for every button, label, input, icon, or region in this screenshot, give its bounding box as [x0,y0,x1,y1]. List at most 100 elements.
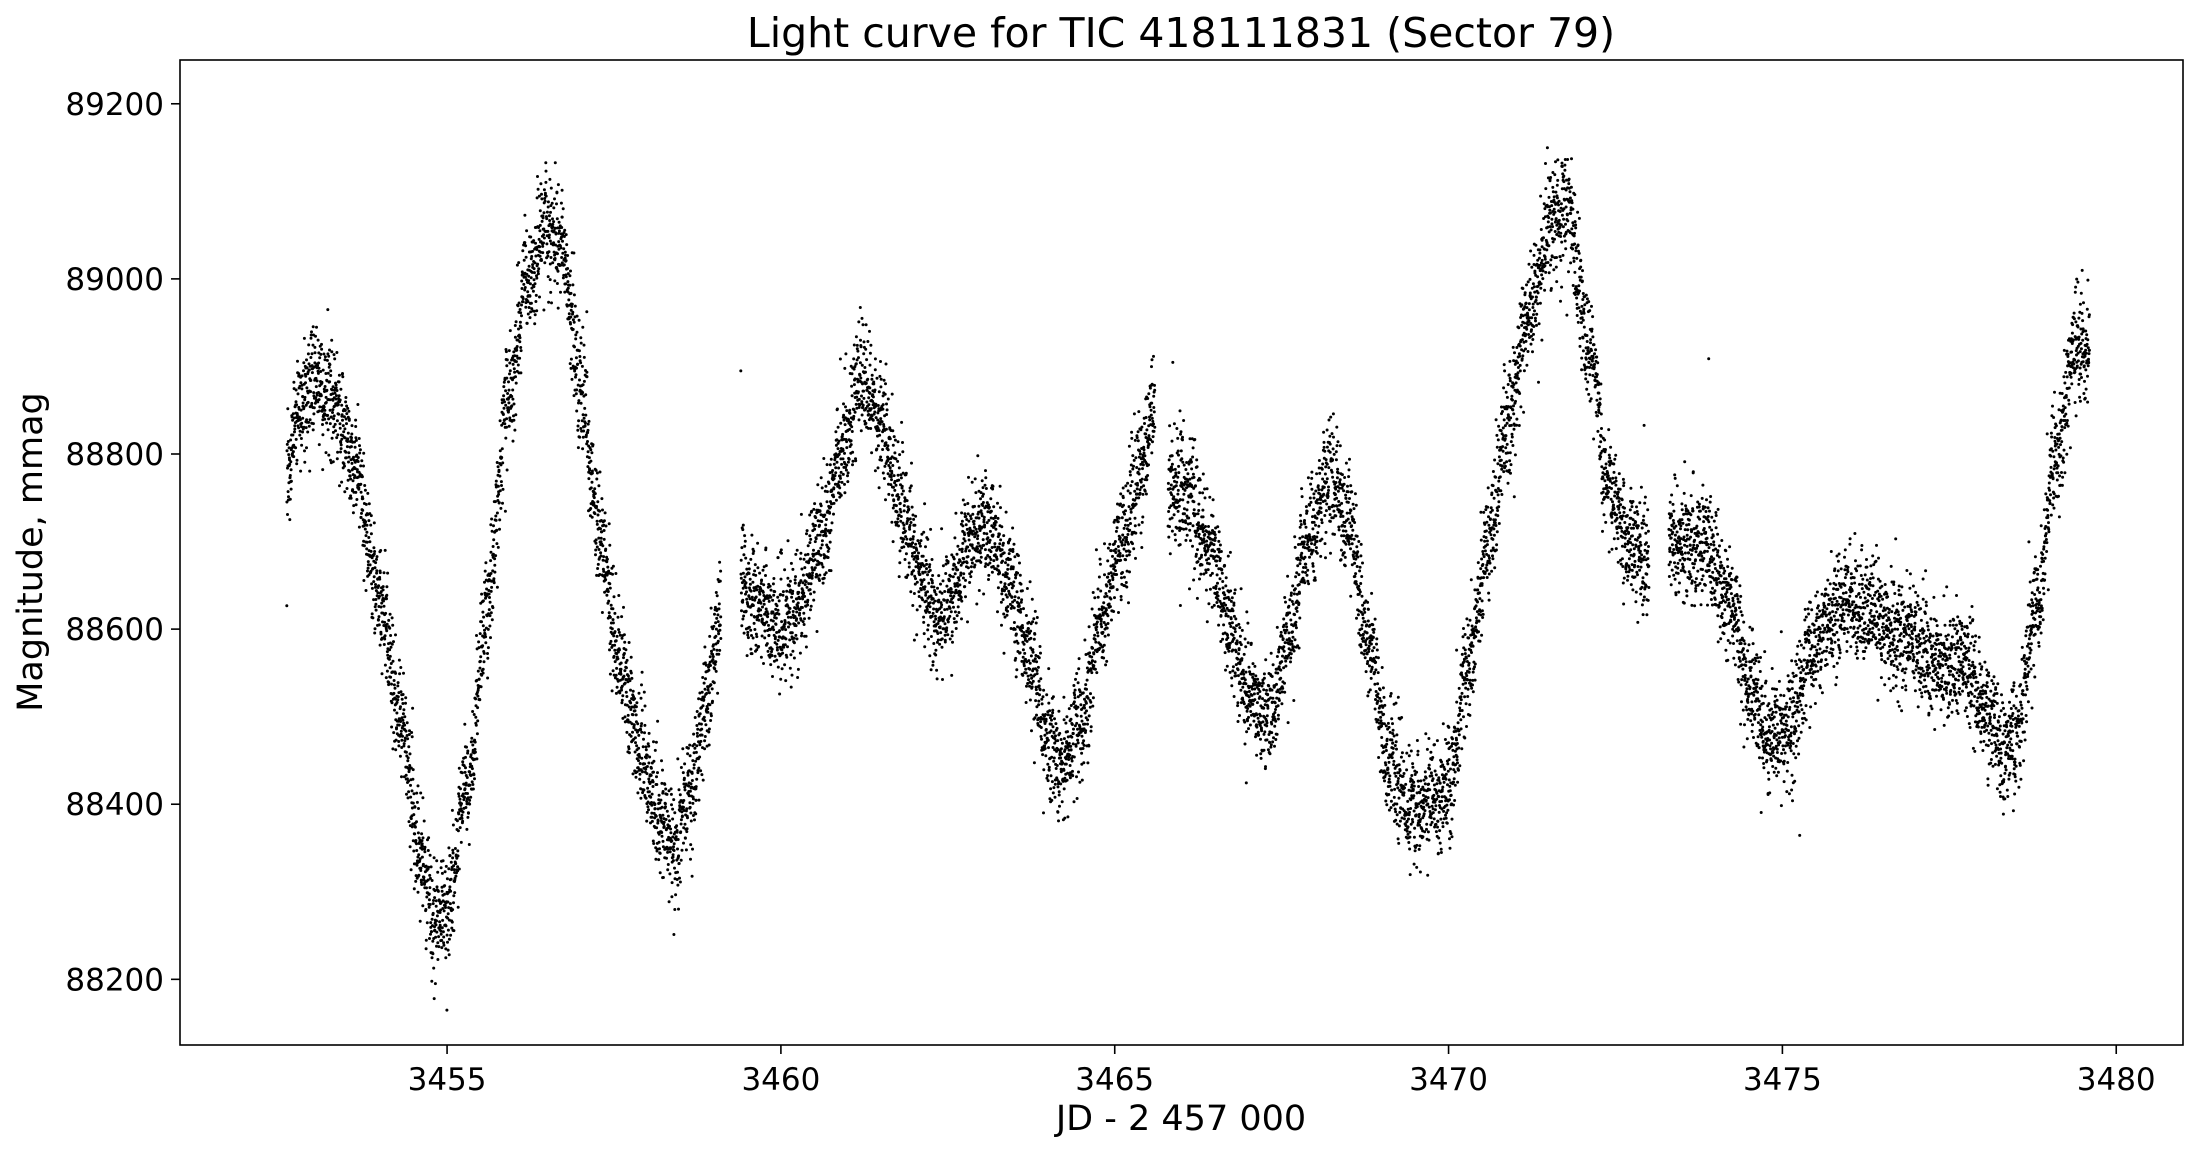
data-point [818,533,822,537]
data-point [328,348,331,352]
data-point [709,606,713,610]
data-point [979,509,983,513]
data-point [1024,614,1028,617]
data-point [608,582,612,586]
data-point [311,325,315,329]
data-point [349,445,353,449]
data-point [1047,667,1051,671]
data-point [962,557,966,561]
data-point [832,512,835,516]
data-point [949,574,953,578]
data-point [943,590,947,593]
data-point [815,630,819,633]
data-point [1056,810,1060,814]
data-point [909,590,913,594]
data-point [657,793,661,797]
data-point [958,548,962,551]
data-point [420,842,424,846]
data-point [846,480,850,484]
data-point [701,778,705,782]
data-point [317,409,321,413]
data-point [504,389,508,393]
data-point [658,801,662,805]
data-point [981,501,985,504]
data-point [637,691,641,695]
data-point [311,428,315,432]
data-point [368,540,372,544]
data-point [605,593,609,597]
data-point [655,783,659,786]
data-point [319,352,323,356]
data-point [767,599,771,603]
data-point [989,497,993,501]
data-point [349,477,353,481]
data-point [505,358,509,362]
data-point [579,336,583,340]
data-point [574,373,578,377]
data-point [536,187,540,191]
data-point [536,272,540,276]
data-point [902,545,906,549]
data-point [342,430,346,434]
data-point [685,807,689,811]
data-point [648,755,652,759]
data-point [412,887,416,891]
data-point [1058,731,1062,735]
data-point [446,916,450,920]
data-point [982,531,986,535]
data-point [640,730,644,734]
data-point [934,593,938,596]
data-point [420,855,424,859]
data-point [745,590,748,594]
data-point [898,561,902,565]
data-point [354,503,358,507]
data-point [337,412,341,416]
data-point [488,600,492,604]
data-point [923,645,927,649]
data-point [445,1008,449,1012]
data-point [409,817,413,821]
data-point [331,398,335,402]
data-point [341,418,344,422]
data-point [794,552,798,556]
data-point [400,746,404,749]
data-point [433,982,437,986]
data-point [431,939,435,943]
data-point [676,757,680,761]
data-point [429,921,433,925]
data-point [753,628,757,631]
data-point [507,424,511,428]
data-point [1034,621,1038,625]
data-point [382,604,386,608]
data-point [946,598,949,602]
data-point [695,777,699,781]
data-point [771,582,775,586]
data-point [473,740,477,744]
data-point [414,879,418,883]
data-point [926,637,930,641]
data-point [983,483,987,487]
data-point [665,792,669,796]
data-point [538,254,542,258]
data-point [622,605,625,609]
data-point [934,653,938,657]
data-point [749,613,753,617]
data-point [345,404,349,408]
data-point [597,536,601,540]
data-point [950,634,954,638]
data-point [532,309,536,313]
data-point [672,933,676,936]
data-point [420,839,424,843]
data-point [457,792,461,796]
data-point [317,361,321,365]
data-point [335,351,339,354]
data-point [523,213,527,217]
data-point [298,433,302,437]
data-point [932,642,936,645]
data-point [595,522,599,526]
data-point [498,489,502,493]
data-point [315,325,318,329]
data-point [435,914,439,918]
data-point [388,666,392,670]
data-point [358,451,362,455]
